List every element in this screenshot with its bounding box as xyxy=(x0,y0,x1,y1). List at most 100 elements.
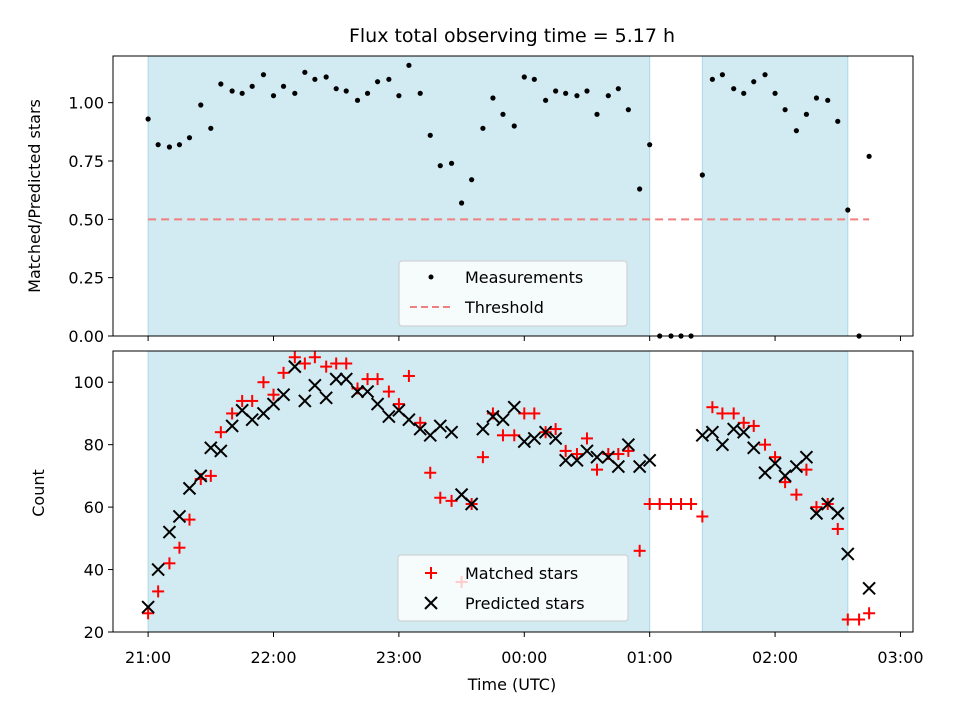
matched-star-marker xyxy=(685,497,698,510)
measurement-point xyxy=(343,88,349,94)
predicted-star-marker xyxy=(632,459,647,474)
matched-star-marker xyxy=(330,357,343,370)
measurement-point xyxy=(511,123,517,129)
x-tick-label: 03:00 xyxy=(877,648,923,667)
matched-star-marker xyxy=(163,557,176,570)
measurement-point xyxy=(208,125,214,131)
matched-star-marker xyxy=(863,607,876,620)
matched-star-marker xyxy=(831,522,844,535)
measurement-point xyxy=(480,125,486,131)
bottom-x-axis-ticks: 21:00 22:00 23:00 00:00 01:00 02:00 03:00 xyxy=(125,632,924,667)
matched-star-marker xyxy=(727,407,740,420)
top-y-tick-label: 0.25 xyxy=(68,269,104,288)
matched-star-marker xyxy=(622,444,635,457)
predicted-star-marker xyxy=(444,425,459,439)
measurement-point xyxy=(155,142,161,148)
measurement-point xyxy=(574,93,580,99)
predicted-star-marker xyxy=(204,441,218,455)
predicted-star-marker xyxy=(809,506,824,521)
matched-star-marker xyxy=(737,416,750,429)
bottom-y-tick-label: 40 xyxy=(84,561,104,580)
measurement-point xyxy=(239,90,245,96)
measurement-point xyxy=(406,62,412,68)
matched-star-marker xyxy=(633,544,646,557)
top-x-axis-ticks xyxy=(147,336,901,341)
matched-star-marker xyxy=(841,613,854,626)
predicted-star-marker xyxy=(580,444,594,458)
matched-star-marker xyxy=(528,407,541,420)
measurement-point xyxy=(709,76,715,82)
x-tick-label: 02:00 xyxy=(752,648,798,667)
matched-star-marker xyxy=(236,394,249,407)
bottom-y-tick-label: 60 xyxy=(84,498,104,517)
measurement-point xyxy=(323,74,329,80)
predicted-star-marker xyxy=(360,384,375,399)
measurement-point xyxy=(490,95,496,101)
ratio-panel: Flux total observing time = 5.17 h 0.000… xyxy=(25,25,914,346)
matched-star-marker xyxy=(612,448,625,461)
measurement-point xyxy=(531,76,537,82)
measurement-point xyxy=(782,107,788,113)
top-y-tick-label: 0.75 xyxy=(68,152,104,171)
predicted-star-marker xyxy=(507,400,521,414)
matched-star-marker xyxy=(204,469,217,482)
measurement-point xyxy=(500,111,506,117)
matched-star-marker xyxy=(214,426,227,439)
matched-star-marker xyxy=(580,432,593,445)
measurement-point xyxy=(249,83,255,89)
bottom-y-axis-ticks: 20 40 60 80 100 xyxy=(73,373,113,642)
predicted-star-marker xyxy=(350,384,365,399)
measurement-point xyxy=(386,76,392,82)
predicted-star-marker xyxy=(726,422,741,436)
matched-star-marker xyxy=(320,360,333,373)
measurement-point xyxy=(312,76,318,82)
matched-star-marker xyxy=(853,613,866,626)
x-tick-label: 21:00 xyxy=(125,648,171,667)
top-legend: Measurements Threshold xyxy=(398,260,628,327)
top-legend-box xyxy=(398,260,628,327)
predicted-star-marker xyxy=(548,431,563,446)
measurement-point xyxy=(835,118,841,124)
measurement-point xyxy=(605,93,611,99)
matched-star-marker xyxy=(257,376,270,389)
matched-star-marker xyxy=(340,357,353,370)
measurement-point xyxy=(699,172,705,178)
bottom-shaded-band xyxy=(701,350,849,633)
matched-star-marker xyxy=(769,451,782,464)
predicted-star-marker xyxy=(695,428,710,443)
matched-star-marker xyxy=(414,416,427,429)
predicted-star-marker xyxy=(621,437,636,452)
measurement-point xyxy=(521,74,527,80)
measurement-point xyxy=(594,111,600,117)
measurement-point xyxy=(176,142,183,148)
matched-star-marker xyxy=(570,448,583,461)
predicted-star-marker xyxy=(558,453,573,467)
x-axis-label: Time (UTC) xyxy=(467,675,556,694)
matched-star-marker xyxy=(267,388,280,401)
top-y-tick-label: 1.00 xyxy=(68,94,104,113)
predicted-star-marker xyxy=(194,469,208,483)
legend-marker-measurements xyxy=(428,274,434,280)
measurement-point xyxy=(637,186,643,192)
predicted-star-marker xyxy=(288,359,302,374)
matched-star-marker xyxy=(183,513,196,526)
predicted-star-marker xyxy=(245,412,259,427)
matched-star-marker xyxy=(653,497,666,510)
legend-marker-predicted xyxy=(424,596,438,610)
predicted-star-marker xyxy=(590,450,604,464)
matched-star-marker xyxy=(476,451,489,464)
matched-star-marker xyxy=(445,494,458,507)
measurement-point xyxy=(218,81,224,87)
measurement-point xyxy=(647,142,653,148)
measurement-point xyxy=(302,69,308,75)
measurement-point xyxy=(615,86,621,92)
matched-star-marker xyxy=(508,429,521,442)
top-y-axis-ticks: 0.00 0.25 0.50 0.75 1.00 xyxy=(68,94,113,346)
predicted-star-marker xyxy=(339,372,353,386)
measurement-point xyxy=(813,95,820,101)
x-tick-label: 23:00 xyxy=(376,648,422,667)
measurement-point xyxy=(364,90,371,96)
predicted-star-marker xyxy=(778,469,792,483)
matched-star-marker xyxy=(759,438,772,451)
matched-star-marker xyxy=(706,401,719,414)
